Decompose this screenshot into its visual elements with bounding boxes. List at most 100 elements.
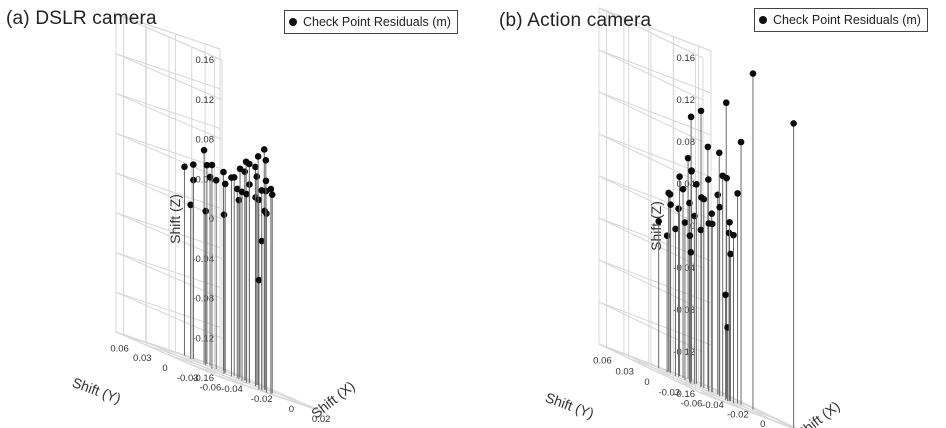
- x-tick-label: 0.02: [312, 414, 331, 425]
- y-tick-label: 0.03: [133, 353, 152, 364]
- gridline-z: [115, 212, 221, 249]
- gridline-z: [115, 53, 221, 90]
- data-point: [220, 211, 228, 218]
- data-point: [705, 176, 712, 183]
- x-tick-label: 0: [289, 404, 294, 415]
- chart-title-dslr: (a) DSLR camera: [6, 8, 157, 30]
- data-point: [241, 168, 249, 175]
- gridline-y: [650, 368, 764, 413]
- data-point: [254, 153, 262, 160]
- data-point: [715, 149, 723, 157]
- z-tick-label: 0: [209, 214, 214, 225]
- axis-box-edge: [702, 393, 793, 428]
- axis-box-edge: [598, 343, 704, 395]
- data-point: [723, 174, 730, 182]
- data-point: [734, 190, 741, 197]
- data-point: [708, 220, 716, 228]
- data-point: [700, 195, 708, 203]
- gridline-z: [115, 132, 221, 169]
- data-point: [221, 180, 229, 188]
- data-point: [686, 232, 694, 239]
- y-tick-label: -0.06: [200, 383, 222, 394]
- z-tick-label: 0: [690, 221, 695, 232]
- data-point: [236, 165, 244, 173]
- gridline-y: [606, 347, 719, 392]
- gridline-z: [598, 301, 712, 346]
- z-tick-label: 0.08: [677, 137, 696, 148]
- axis-box-edge: [710, 386, 798, 428]
- z-tick-label: 0.16: [677, 53, 696, 64]
- data-point: [722, 99, 730, 107]
- data-point: [722, 291, 729, 299]
- data-point: [672, 225, 679, 233]
- z-tick-label: -0.08: [673, 305, 695, 316]
- data-point: [697, 226, 705, 234]
- z-tick-label: -0.16: [673, 389, 695, 400]
- data-point: [255, 196, 263, 204]
- data-point: [243, 190, 250, 198]
- data-point: [220, 168, 227, 176]
- y-tick-label: 0: [162, 363, 167, 374]
- gridline-z: [598, 49, 712, 94]
- legend-marker-icon: [759, 16, 767, 24]
- data-point: [267, 185, 275, 193]
- z-tick-label: -0.04: [673, 263, 695, 274]
- data-point: [726, 218, 733, 226]
- y-axis-label: Shift (Y): [543, 389, 596, 421]
- data-point: [202, 207, 210, 215]
- chart-svg-dslr: -0.16 -0.12 -0.08 -0.04 0 0.04 0.08 0.12 0.16 -0.…: [70, 13, 358, 425]
- x-tick-label: 0: [760, 419, 765, 428]
- z-tick-label: 0.16: [196, 55, 215, 66]
- z-tick-label: 0.08: [196, 135, 215, 146]
- z-tick-label: -0.12: [673, 347, 695, 358]
- gridline-z: [115, 252, 221, 288]
- z-axis-label: Shift (Z): [648, 201, 664, 251]
- data-point: [252, 163, 259, 171]
- data-point: [704, 143, 712, 151]
- title-text-dslr: DSLR camera: [35, 8, 157, 29]
- data-point: [727, 250, 734, 258]
- axis-box-edge: [115, 13, 223, 61]
- data-point: [260, 146, 268, 153]
- legend-label-dslr: Check Point Residuals (m): [303, 15, 451, 29]
- data-point: [714, 191, 722, 199]
- panel-label-b: (b): [499, 10, 523, 31]
- axis-box-edge: [221, 377, 327, 414]
- data-point: [666, 191, 674, 198]
- x-axis-label: Shift (X): [793, 398, 843, 428]
- data-point: [688, 167, 695, 175]
- data-point: [675, 205, 682, 212]
- z-tick-label: 0.04: [196, 174, 215, 185]
- data-point: [708, 210, 716, 217]
- data-point: [697, 107, 705, 115]
- z-tick-label: 0.12: [196, 95, 215, 106]
- gridline-z: [115, 291, 221, 328]
- data-point: [181, 163, 188, 171]
- axis-box-edge: [115, 331, 223, 379]
- data-point: [187, 201, 194, 209]
- data-point: [235, 196, 243, 204]
- data-point: [203, 161, 211, 169]
- data-point: [687, 113, 695, 121]
- legend-action: Check Point Residuals (m): [754, 8, 928, 32]
- data-point: [233, 185, 241, 193]
- z-tick-label: 0.12: [677, 95, 696, 106]
- y-tick-label: -0.03: [658, 388, 680, 399]
- y-axis-label: Shift (Y): [70, 374, 123, 406]
- data-point: [200, 146, 208, 154]
- y-tick-label: 0.06: [593, 356, 612, 367]
- z-tick-label: -0.08: [192, 294, 214, 305]
- data-point: [716, 203, 723, 211]
- z-axis-label: Shift (Z): [167, 194, 183, 244]
- data-point: [687, 249, 695, 256]
- chart-title-action: (b) Action camera: [499, 10, 651, 32]
- data-point: [230, 174, 238, 181]
- legend-label-action: Check Point Residuals (m): [773, 13, 921, 27]
- gridline-y: [146, 344, 251, 381]
- gridline-z: [598, 175, 712, 220]
- gridline-y: [191, 364, 296, 401]
- y-tick-label: -0.06: [681, 398, 703, 409]
- gridline-y: [695, 389, 795, 428]
- data-point: [667, 201, 674, 208]
- x-tick-label: -0.02: [727, 410, 749, 421]
